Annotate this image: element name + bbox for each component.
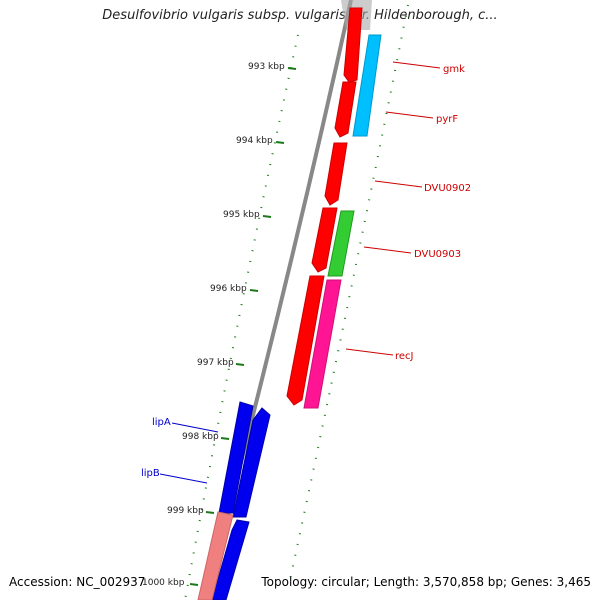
- tick-label: 999 kbp: [167, 506, 204, 516]
- gene-label: DVU0903: [414, 249, 461, 260]
- gene-lipA-arrow[interactable]: [218, 401, 254, 514]
- tick-labels: 993 kbp 994 kbp 995 kbp 996 kbp 997 kbp …: [142, 62, 285, 588]
- gene-gmk-arrow[interactable]: [343, 7, 363, 83]
- gene-labels: gmk pyrF DVU0902 DVU0903 recJ: [395, 64, 471, 362]
- blue-genes: [197, 401, 271, 600]
- tick-ring-right: [289, 4, 409, 581]
- gene-recJ-arrow[interactable]: [286, 275, 325, 406]
- gene-label: recJ: [395, 351, 414, 362]
- reverse-genes: [303, 34, 382, 409]
- gene-lipB-arrow[interactable]: [232, 407, 271, 518]
- tick-label: 996 kbp: [210, 284, 247, 294]
- tick-label: 993 kbp: [248, 62, 285, 72]
- gene-cyan-bar[interactable]: [352, 34, 382, 137]
- tick-label: 1000 kbp: [142, 578, 185, 588]
- gene-label: gmk: [443, 64, 465, 75]
- forward-genes: [286, 7, 363, 406]
- gene-pink-bar[interactable]: [303, 279, 342, 409]
- kbp-ticks: [189, 67, 297, 586]
- gene-lower-blue-arrow[interactable]: [211, 519, 250, 600]
- tick-label: 994 kbp: [236, 136, 273, 146]
- gene-pyrF-arrow[interactable]: [334, 81, 357, 138]
- map-title: Desulfovibrio vulgaris subsp. vulgaris s…: [102, 8, 498, 23]
- gene-DVU0902-arrow[interactable]: [324, 142, 348, 206]
- gene-green-bar[interactable]: [327, 210, 355, 277]
- tick-label: 997 kbp: [197, 358, 234, 368]
- label-leaders: [345, 61, 441, 356]
- accession-text: Accession: NC_002937: [9, 575, 146, 589]
- gene-label: DVU0902: [424, 183, 471, 194]
- gene-label: lipA: [152, 417, 171, 428]
- gene-salmon-bar[interactable]: [197, 511, 234, 600]
- gene-label: lipB: [141, 468, 160, 479]
- gene-DVU0903-arrow[interactable]: [311, 207, 338, 273]
- label-leaders-blue: [159, 422, 219, 484]
- tick-label: 998 kbp: [182, 432, 219, 442]
- gene-label: pyrF: [436, 114, 458, 125]
- tick-label: 995 kbp: [223, 210, 260, 220]
- summary-text: Topology: circular; Length: 3,570,858 bp…: [261, 575, 591, 589]
- gene-labels-blue: lipA lipB: [141, 417, 171, 479]
